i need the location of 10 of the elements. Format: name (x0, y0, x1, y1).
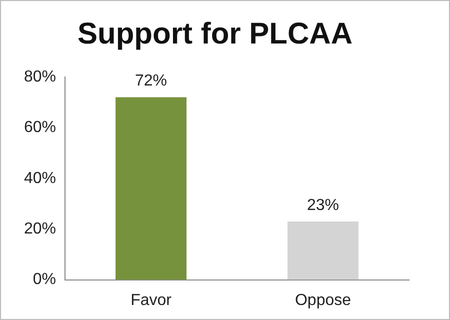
y-tick-label: 40% (24, 170, 56, 187)
x-tick-label: Favor (130, 292, 172, 309)
x-tick-label: Oppose (294, 292, 352, 309)
data-label: 72% (135, 72, 168, 90)
y-tick-label: 20% (24, 220, 56, 238)
data-label: 23% (306, 196, 340, 214)
y-tick-label: 60% (24, 119, 56, 136)
y-tick-label: 80% (24, 68, 56, 86)
chart-title: Support for PLCAA (78, 17, 352, 50)
y-tick-label: 0% (32, 271, 56, 288)
